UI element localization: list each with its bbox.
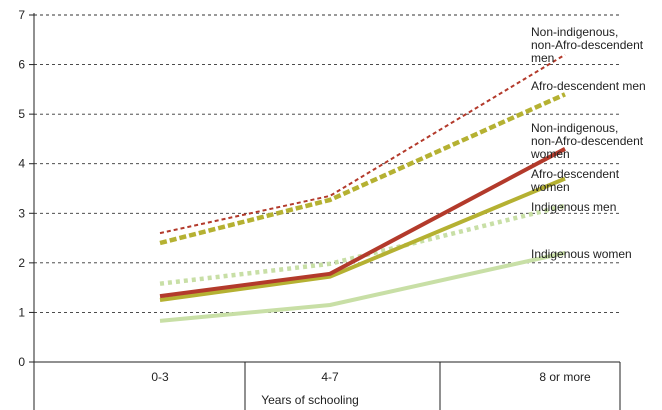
x-tick-label: 8 or more — [539, 370, 591, 384]
y-tick-label: 2 — [18, 256, 25, 270]
axes: 0 1 2 3 4 5 6 7 0-3 4-7 8 or more — [18, 8, 621, 410]
y-tick-label: 1 — [18, 305, 25, 319]
series-label-1: Non-indigenous, non-Afro-descendent men — [531, 25, 644, 65]
series-labels: Non-indigenous, non-Afro-descendent men Afr… — [530, 25, 646, 261]
series-label-3: Non-indigenous, non-Afro-descendent women — [530, 121, 644, 161]
series-line-1 — [159, 53, 566, 235]
y-tick-label: 6 — [18, 58, 25, 72]
y-tick-label: 0 — [18, 355, 25, 369]
series-line-6 — [159, 250, 566, 323]
series-line-4 — [159, 176, 566, 302]
series-lines — [159, 53, 566, 323]
series-line-5 — [159, 203, 566, 286]
y-tick-label: 4 — [18, 157, 25, 171]
y-tick-label: 3 — [18, 206, 25, 220]
x-tick-label: 0-3 — [151, 370, 169, 384]
series-label-2: Afro-descendent men — [531, 79, 646, 93]
series-label-6: Indigenous women — [531, 247, 632, 261]
x-axis-title: Years of schooling — [261, 393, 359, 407]
series-label-4: Afro-descendent women — [530, 167, 620, 194]
y-tick-label: 7 — [18, 8, 25, 22]
x-tick-label: 4-7 — [321, 370, 339, 384]
series-label-5: Indigenous men — [531, 200, 616, 214]
series-line-3 — [159, 147, 566, 299]
y-tick-label: 5 — [18, 107, 25, 121]
series-line-2 — [159, 92, 566, 246]
